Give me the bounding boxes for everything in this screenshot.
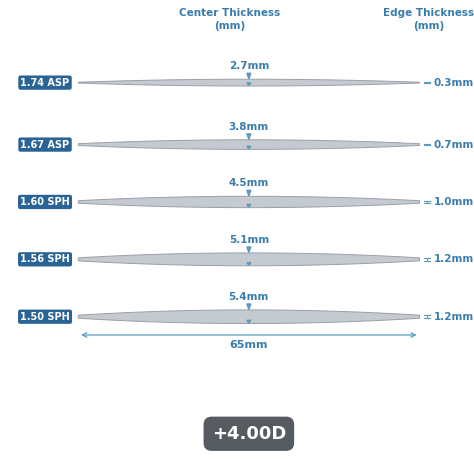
Polygon shape	[78, 196, 419, 207]
Polygon shape	[247, 304, 251, 309]
Text: 1.67 ASP: 1.67 ASP	[20, 140, 70, 150]
Text: 1.0mm: 1.0mm	[434, 197, 474, 207]
Polygon shape	[78, 310, 419, 324]
Polygon shape	[247, 83, 251, 85]
Text: Center Thickness
(mm): Center Thickness (mm)	[179, 8, 281, 31]
Polygon shape	[247, 190, 251, 196]
Polygon shape	[78, 140, 419, 149]
Polygon shape	[247, 263, 251, 265]
Text: 4.5mm: 4.5mm	[228, 179, 269, 189]
Text: Edge Thickness
(mm): Edge Thickness (mm)	[383, 8, 474, 31]
Text: 65mm: 65mm	[229, 340, 268, 350]
Polygon shape	[78, 253, 419, 266]
Text: 1.2mm: 1.2mm	[434, 254, 474, 264]
Text: 2.7mm: 2.7mm	[228, 62, 269, 72]
Text: 3.8mm: 3.8mm	[229, 122, 269, 132]
Text: +4.00D: +4.00D	[212, 425, 286, 443]
Text: 5.4mm: 5.4mm	[228, 292, 269, 302]
Text: 0.3mm: 0.3mm	[434, 78, 474, 88]
Text: 0.7mm: 0.7mm	[434, 140, 474, 150]
Text: 1.2mm: 1.2mm	[434, 312, 474, 322]
Text: 1.74 ASP: 1.74 ASP	[20, 78, 70, 88]
Polygon shape	[247, 73, 251, 79]
Polygon shape	[247, 320, 251, 323]
Polygon shape	[247, 247, 251, 252]
Text: 1.60 SPH: 1.60 SPH	[20, 197, 70, 207]
Text: 5.1mm: 5.1mm	[229, 235, 269, 245]
Text: 1.56 SPH: 1.56 SPH	[20, 254, 70, 264]
Text: 1.50 SPH: 1.50 SPH	[20, 312, 70, 322]
Polygon shape	[247, 134, 251, 140]
Polygon shape	[247, 146, 251, 149]
Polygon shape	[247, 204, 251, 207]
Polygon shape	[78, 79, 419, 86]
